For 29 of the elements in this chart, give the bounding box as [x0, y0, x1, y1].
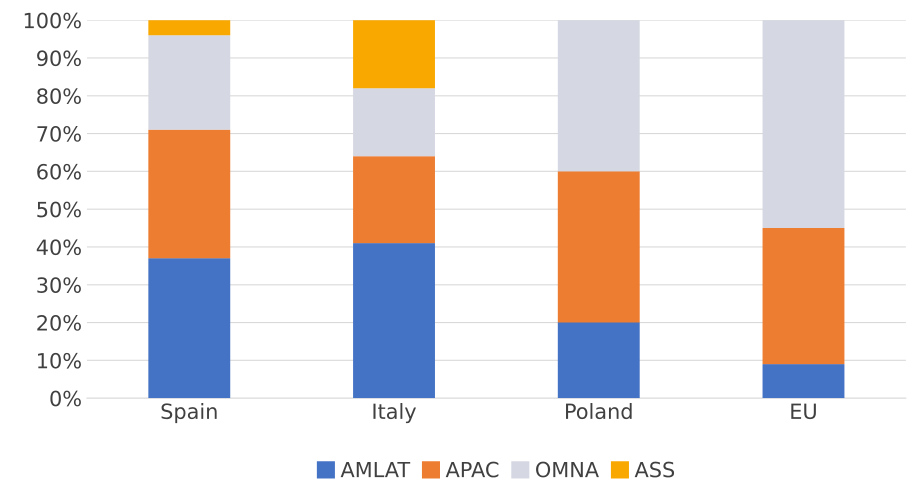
bar — [148, 20, 230, 36]
bar — [353, 156, 435, 244]
y-tick-label: 40% — [36, 239, 81, 256]
y-tick-label: 100% — [24, 12, 81, 28]
y-tick-label: 90% — [37, 50, 81, 66]
legend-label: ASS — [634, 462, 674, 478]
bar — [148, 130, 230, 258]
legend-label: APAC — [446, 462, 498, 478]
x-tick-label: Italy — [373, 403, 416, 424]
bar — [353, 243, 435, 398]
bar — [353, 20, 435, 88]
x-tick-label: Spain — [162, 403, 217, 424]
y-tick-label: 0% — [50, 390, 81, 406]
bar — [762, 228, 844, 364]
y-tick-label: 20% — [37, 315, 81, 331]
bar — [148, 258, 230, 398]
bar — [558, 171, 640, 323]
y-tick-label: 60% — [37, 164, 81, 180]
y-tick-label: 50% — [37, 202, 81, 218]
x-tick-label: EU — [791, 404, 816, 420]
bar — [762, 364, 844, 398]
y-tick-label: 10% — [38, 352, 81, 369]
bar — [558, 322, 640, 398]
x-tick-label: Poland — [566, 403, 632, 420]
legend-label: AMLAT — [340, 462, 410, 478]
legend-label: OMNA — [536, 462, 599, 478]
y-tick-label: 80% — [37, 88, 81, 104]
y-tick-label: 70% — [37, 126, 81, 142]
y-tick-label: 30% — [37, 277, 81, 293]
